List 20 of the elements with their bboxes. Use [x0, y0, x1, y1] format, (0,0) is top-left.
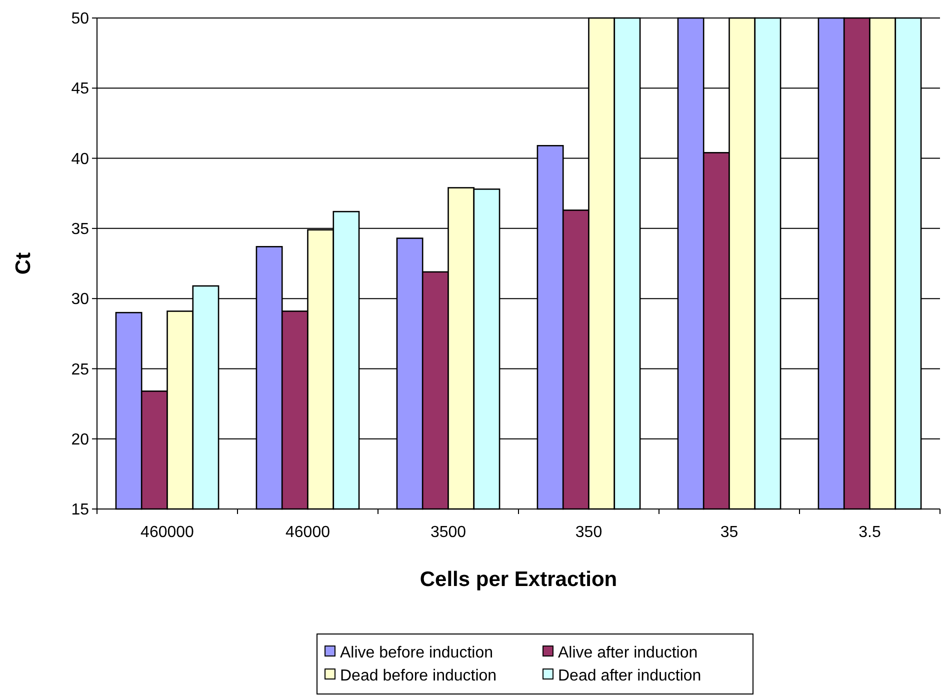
y-axis-title: Ct — [12, 252, 35, 275]
legend-label: Dead before induction — [340, 668, 497, 685]
y-tick-label: 25 — [71, 361, 90, 378]
legend-label: Dead after induction — [558, 668, 702, 685]
y-tick-label: 15 — [71, 502, 90, 519]
x-tick-label: 460000 — [140, 524, 194, 541]
y-tick-label: 50 — [71, 10, 90, 28]
y-tick-label: 20 — [71, 431, 90, 448]
legend-label: Alive before induction — [340, 644, 493, 662]
legend-label: Alive after induction — [558, 644, 698, 662]
x-tick-label: 46000 — [286, 524, 330, 541]
y-tick-label: 45 — [71, 80, 90, 98]
y-tick-label: 30 — [71, 291, 90, 308]
y-tick-label: 40 — [71, 150, 90, 168]
x-tick-label: 350 — [575, 524, 602, 541]
y-tick-label: 35 — [71, 221, 90, 238]
x-tick-label: 35 — [720, 524, 738, 541]
x-tick-label: 3.5 — [858, 524, 881, 541]
x-tick-label: 3500 — [430, 524, 466, 541]
x-axis-title: Cells per Extraction — [420, 568, 618, 591]
